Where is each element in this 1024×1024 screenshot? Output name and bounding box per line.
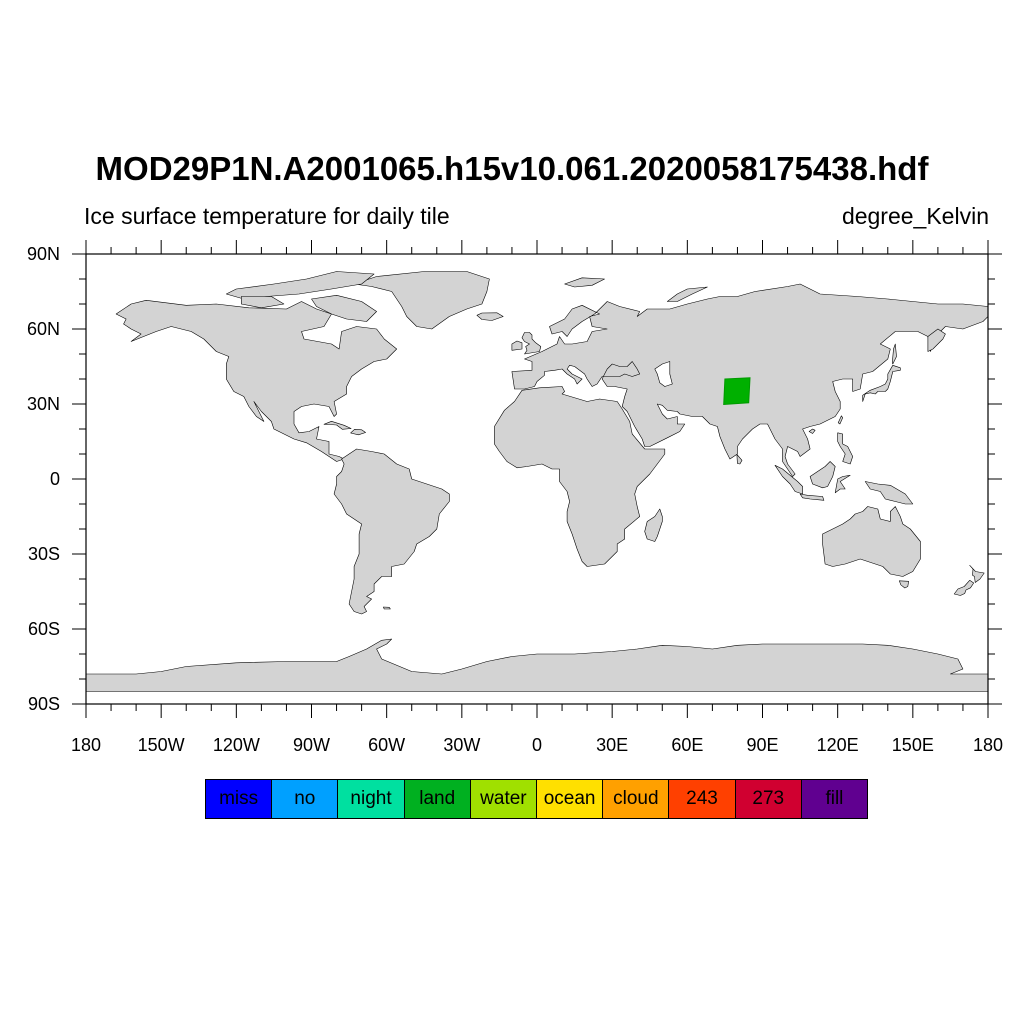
lat-tick-label: 90S	[28, 694, 60, 714]
colorbar-label: no	[294, 788, 316, 809]
lat-tick-label: 30N	[27, 394, 60, 414]
landmass-ireland	[511, 340, 523, 351]
landmass-new-guinea	[864, 481, 914, 505]
colorbar-label: fill	[825, 788, 844, 809]
plot-title: MOD29P1N.A2001065.h15v10.061.20200581754…	[95, 150, 929, 187]
landmass-south-america	[333, 448, 450, 615]
data-tile-land	[723, 377, 751, 406]
units-label: degree_Kelvin	[841, 203, 989, 229]
colorbar-swatch-night: night	[338, 780, 405, 818]
lon-tick-label: 30W	[443, 735, 480, 755]
landmass-baffin-island	[311, 294, 377, 322]
lon-tick-label: 60E	[671, 735, 703, 755]
landmass-africa	[494, 386, 666, 567]
colorbar-label: miss	[219, 788, 259, 809]
colorbar-swatch-243: 243	[669, 780, 736, 818]
landmass-great-britain	[521, 332, 542, 355]
lon-tick-label: 0	[532, 735, 542, 755]
colorbar-swatch-273: 273	[735, 780, 802, 818]
landmass-hainan	[808, 428, 816, 434]
landmass-japan	[862, 364, 901, 402]
lat-tick-label: 0	[50, 469, 60, 489]
colorbar-swatch-miss: miss	[206, 780, 273, 818]
landmass-borneo	[809, 461, 836, 489]
colorbar-label: land	[419, 788, 456, 809]
landmass-svalbard	[564, 277, 605, 288]
lat-tick-label: 90N	[27, 244, 60, 264]
lat-tick-label: 60S	[28, 619, 60, 639]
colorbar-swatch-ocean: ocean	[537, 780, 604, 818]
colorbar-label: water	[480, 788, 527, 809]
colorbar-swatch-land: land	[404, 780, 471, 818]
landmass-sumatra	[774, 464, 803, 495]
landmass-australia	[822, 506, 921, 577]
lat-tick-label: 30S	[28, 544, 60, 564]
lon-tick-label: 120W	[213, 735, 260, 755]
colorbar-label: cloud	[613, 788, 659, 809]
colorbar-label: 243	[686, 788, 718, 809]
landmass-new-zealand-north	[969, 564, 985, 583]
axis-ticks	[72, 240, 1002, 718]
colorbar-label: 273	[752, 788, 785, 809]
landmass-victoria-island	[241, 296, 285, 309]
landmass-sakhalin	[891, 343, 897, 365]
landmass-taiwan	[837, 415, 844, 425]
landmass-philippines	[837, 432, 854, 465]
axis-labels: 90N 60N 30N 0 30S 60S 90S 180 150W 120W 90W 60W 30W 0…	[27, 244, 1003, 755]
landmass-sri-lanka	[736, 454, 743, 465]
landmass-falklands	[383, 606, 391, 610]
colorbar-label: ocean	[543, 788, 596, 809]
landmass-java	[799, 493, 825, 501]
landmass-novaya-zemlya	[666, 286, 708, 302]
colorbar-swatch-fill: fill	[801, 780, 868, 818]
colorbar-swatch-no: no	[272, 780, 339, 818]
landmass-madagascar	[644, 508, 663, 542]
colorbar-swatch-water: water	[470, 780, 538, 818]
landmass-canadian-arctic-islands	[226, 271, 375, 300]
data-tile-layer	[723, 377, 751, 406]
landmass-cuba	[323, 420, 352, 430]
lon-tick-label: 90E	[746, 735, 778, 755]
lat-tick-label: 60N	[27, 319, 60, 339]
colorbar-swatch-cloud: cloud	[603, 780, 670, 818]
landmass-sulawesi	[834, 474, 851, 494]
lon-tick-label: 180	[71, 735, 101, 755]
landmass-layer	[85, 271, 989, 692]
landmass-iceland	[476, 312, 504, 321]
landmass-hispaniola	[350, 428, 366, 436]
lon-tick-label: 60W	[368, 735, 405, 755]
landmass-new-zealand-south	[953, 579, 975, 596]
lon-tick-label: 180	[973, 735, 1003, 755]
colorbar-label: night	[350, 788, 392, 809]
caspian-sea	[654, 361, 673, 387]
lon-tick-label: 150E	[892, 735, 934, 755]
plot-subtitle: Ice surface temperature for daily tile	[84, 203, 450, 229]
landmass-greenland	[353, 271, 490, 330]
landmass-tasmania	[898, 580, 909, 589]
lon-tick-label: 30E	[596, 735, 628, 755]
landmass-kamchatka-detail	[927, 328, 946, 352]
lon-tick-label: 120E	[817, 735, 859, 755]
lon-tick-label: 90W	[293, 735, 330, 755]
lon-tick-label: 150W	[138, 735, 185, 755]
landmass-antarctica	[85, 638, 989, 692]
colorbar-legend: miss no night land water ocean cloud 243 273 fill	[205, 779, 868, 819]
landmass-north-america	[115, 299, 398, 462]
